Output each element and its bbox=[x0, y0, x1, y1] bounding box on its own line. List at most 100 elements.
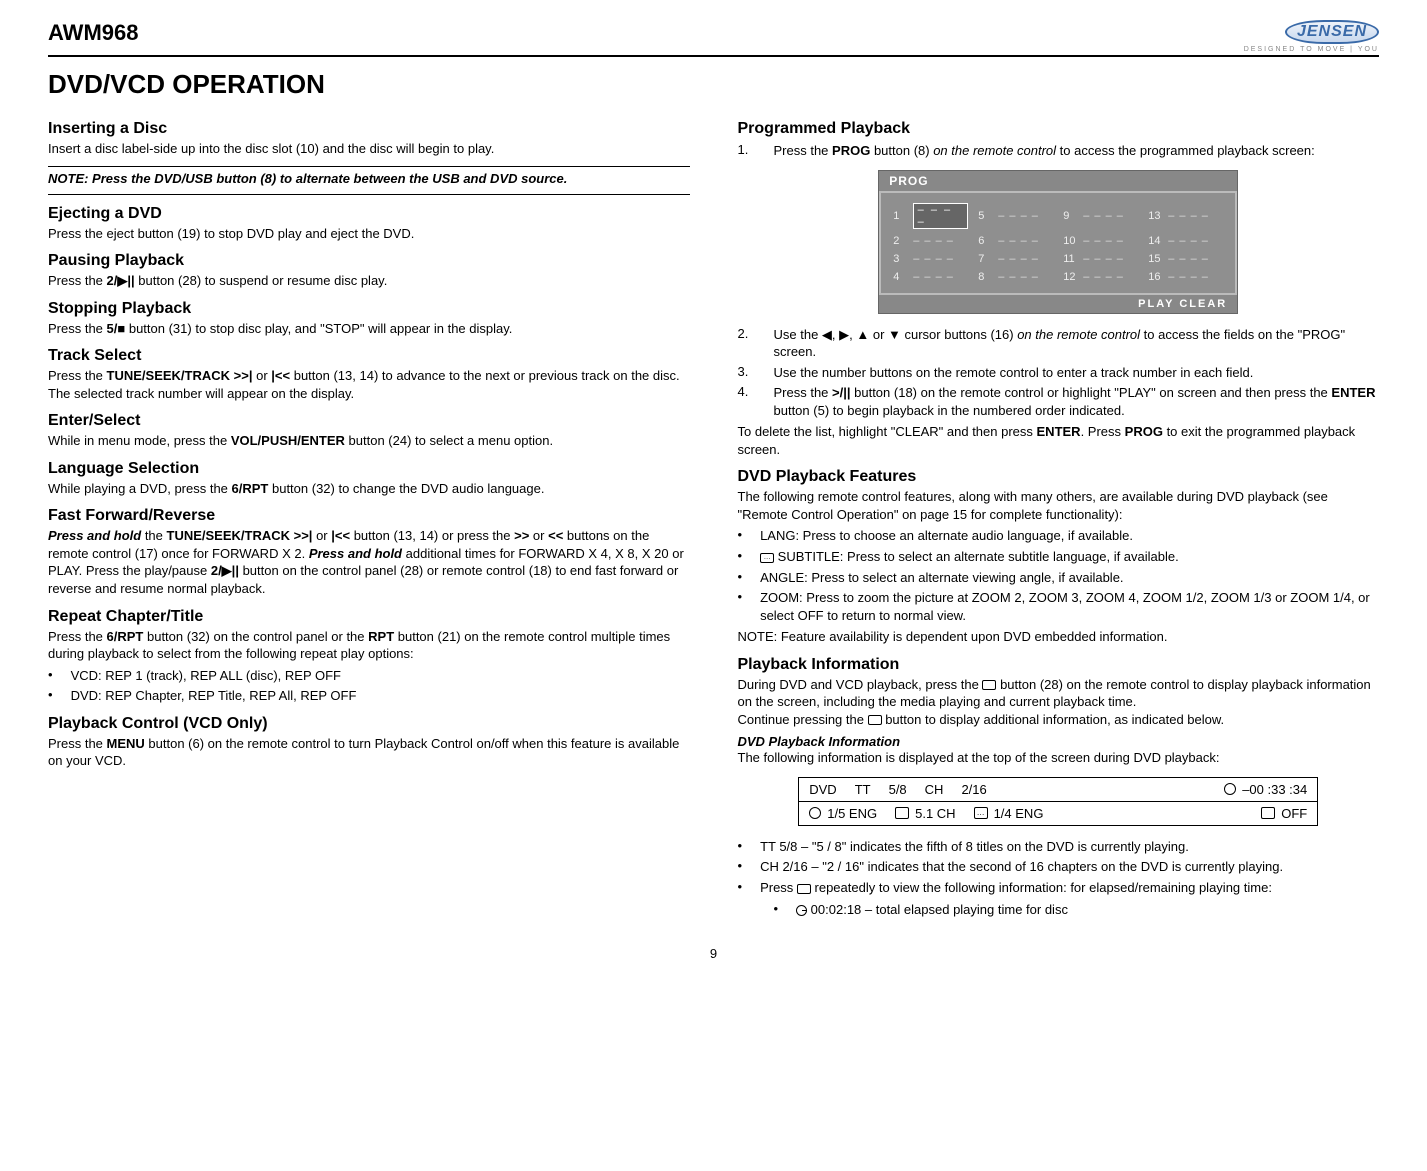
field-tt-label: TT bbox=[855, 782, 871, 797]
field-audio: 1/5 ENG bbox=[809, 806, 877, 821]
frag-bold: VOL/PUSH/ENTER bbox=[231, 433, 345, 448]
prog-slot-value: – – – – bbox=[1083, 253, 1124, 265]
time-value: –00 :33 :34 bbox=[1242, 782, 1307, 797]
prog-slot-value: – – – – bbox=[1083, 210, 1124, 222]
prog-slot-value: – – – – bbox=[1083, 271, 1124, 283]
list-item-text: Press repeatedly to view the following i… bbox=[760, 879, 1272, 897]
frag-italic: Press and hold bbox=[309, 546, 402, 561]
frag: button to display additional information… bbox=[882, 712, 1225, 727]
text-enter: While in menu mode, press the VOL/PUSH/E… bbox=[48, 432, 690, 450]
field-tt-value: 5/8 bbox=[889, 782, 907, 797]
prog-slot-number: 12 bbox=[1063, 271, 1077, 283]
field-time: –00 :33 :34 bbox=[1224, 782, 1307, 797]
audio-icon bbox=[809, 807, 821, 819]
list-item: VCD: REP 1 (track), REP ALL (disc), REP … bbox=[48, 667, 690, 685]
frag: or bbox=[252, 368, 271, 383]
dvd-info-row-1: DVD TT 5/8 CH 2/16 –00 :33 :34 bbox=[799, 778, 1317, 801]
prog-slot: 9 – – – – bbox=[1063, 203, 1138, 229]
field-ch-label: CH bbox=[925, 782, 944, 797]
frag: Press the bbox=[774, 385, 833, 400]
frag: button (32) to change the DVD audio lang… bbox=[268, 481, 544, 496]
prog-slot-value: – – – – bbox=[998, 235, 1039, 247]
heading-features: DVD Playback Features bbox=[738, 468, 1380, 486]
frag-bold: ENTER bbox=[1037, 424, 1081, 439]
prog-slot-number: 16 bbox=[1148, 271, 1162, 283]
prog-slot: 14– – – – bbox=[1148, 235, 1223, 247]
heading-track: Track Select bbox=[48, 347, 690, 365]
prog-slot: 2– – – – bbox=[893, 235, 968, 247]
prog-slot: 16– – – – bbox=[1148, 271, 1223, 283]
prog-tail-text: To delete the list, highlight "CLEAR" an… bbox=[738, 423, 1380, 458]
text-language: While playing a DVD, press the 6/RPT but… bbox=[48, 480, 690, 498]
frag: to access the programmed playback screen… bbox=[1056, 143, 1315, 158]
prog-slot-number: 10 bbox=[1063, 235, 1077, 247]
frag-bold: PROG bbox=[832, 143, 870, 158]
heading-ffrev: Fast Forward/Reverse bbox=[48, 507, 690, 525]
frag-bold: 5/■ bbox=[107, 321, 126, 336]
heading-stopping: Stopping Playback bbox=[48, 300, 690, 318]
frag: the bbox=[141, 528, 166, 543]
prog-slot-number: 3 bbox=[893, 253, 907, 265]
subheading-dvd-info: DVD Playback Information bbox=[738, 734, 1380, 749]
prog-slot-number: 1 bbox=[893, 210, 906, 222]
display-icon bbox=[982, 680, 996, 690]
prog-slot-number: 9 bbox=[1063, 210, 1077, 222]
prog-slot-value: – – – – bbox=[1168, 210, 1209, 222]
list-item: 1. Press the PROG button (8) on the remo… bbox=[738, 142, 1380, 160]
frag: While playing a DVD, press the bbox=[48, 481, 232, 496]
frag-bold: PROG bbox=[1125, 424, 1163, 439]
frag: 00:02:18 – total elapsed playing time fo… bbox=[807, 902, 1068, 917]
frag: To delete the list, highlight "CLEAR" an… bbox=[738, 424, 1037, 439]
frag-italic: Press and hold bbox=[48, 528, 141, 543]
frag-italic: on the remote control bbox=[1017, 327, 1140, 342]
features-note: NOTE: Feature availability is dependent … bbox=[738, 628, 1380, 646]
list-item: … SUBTITLE: Press to select an alternate… bbox=[738, 548, 1380, 566]
brand-logo: JENSEN bbox=[1285, 20, 1379, 44]
frag: button (8) bbox=[870, 143, 933, 158]
frag: . Press bbox=[1081, 424, 1125, 439]
angle-value: OFF bbox=[1281, 806, 1307, 821]
frag: button (13, 14) or press the bbox=[350, 528, 514, 543]
frag-bold: |<< bbox=[331, 528, 350, 543]
field-angle: OFF bbox=[1261, 806, 1307, 821]
subtitle-icon: … bbox=[974, 807, 988, 819]
heading-language: Language Selection bbox=[48, 460, 690, 478]
page-title: DVD/VCD OPERATION bbox=[48, 69, 1379, 100]
list-item-text: ANGLE: Press to select an alternate view… bbox=[760, 569, 1123, 587]
frag-bold: 2/▶|| bbox=[107, 273, 135, 288]
list-item-text: … SUBTITLE: Press to select an alternate… bbox=[760, 548, 1179, 566]
text-stopping: Press the 5/■ button (31) to stop disc p… bbox=[48, 320, 690, 338]
prog-slot: 15– – – – bbox=[1148, 253, 1223, 265]
prog-slot-value: – – – – bbox=[998, 210, 1039, 222]
frag-bold: 6/RPT bbox=[232, 481, 269, 496]
heading-repeat: Repeat Chapter/Title bbox=[48, 608, 690, 626]
list-item-text: TT 5/8 – "5 / 8" indicates the fifth of … bbox=[760, 838, 1189, 856]
frag: button (18) on the remote control or hig… bbox=[851, 385, 1332, 400]
prog-slot-number: 15 bbox=[1148, 253, 1162, 265]
list-item: 00:02:18 – total elapsed playing time fo… bbox=[774, 901, 1380, 919]
field-subtitle: …1/4 ENG bbox=[974, 806, 1044, 821]
frag: Use the ◀, ▶, ▲ or ▼ cursor buttons (16) bbox=[774, 327, 1018, 342]
prog-screen-footer: PLAY CLEAR bbox=[879, 295, 1237, 313]
frag-bold: RPT bbox=[368, 629, 394, 644]
frag: SUBTITLE: Press to select an alternate s… bbox=[774, 549, 1179, 564]
text-inserting: Insert a disc label-side up into the dis… bbox=[48, 140, 690, 158]
list-item: LANG: Press to choose an alternate audio… bbox=[738, 527, 1380, 545]
list-item: CH 2/16 – "2 / 16" indicates that the se… bbox=[738, 858, 1380, 876]
step-text: Use the number buttons on the remote con… bbox=[774, 364, 1380, 382]
text-pbc: Press the MENU button (6) on the remote … bbox=[48, 735, 690, 770]
frag: button (32) on the control panel or the bbox=[143, 629, 368, 644]
prog-slot-value: – – – – bbox=[913, 271, 954, 283]
frag: Press bbox=[760, 880, 797, 895]
heading-ejecting: Ejecting a DVD bbox=[48, 205, 690, 223]
list-item-text: DVD: REP Chapter, REP Title, REP All, RE… bbox=[71, 687, 357, 705]
prog-slot: 11– – – – bbox=[1063, 253, 1138, 265]
text-ffrev: Press and hold the TUNE/SEEK/TRACK >>| o… bbox=[48, 527, 690, 597]
frag: Press the bbox=[48, 736, 107, 751]
dvd-info-panel: DVD TT 5/8 CH 2/16 –00 :33 :34 1/5 ENG 5… bbox=[798, 777, 1318, 826]
prog-slot: 8– – – – bbox=[978, 271, 1053, 283]
frag: button (31) to stop disc play, and "STOP… bbox=[125, 321, 512, 336]
prog-slot-value: – – – – bbox=[1083, 235, 1124, 247]
prog-slot-number: 5 bbox=[978, 210, 992, 222]
prog-slot-value: – – – – bbox=[913, 203, 969, 229]
